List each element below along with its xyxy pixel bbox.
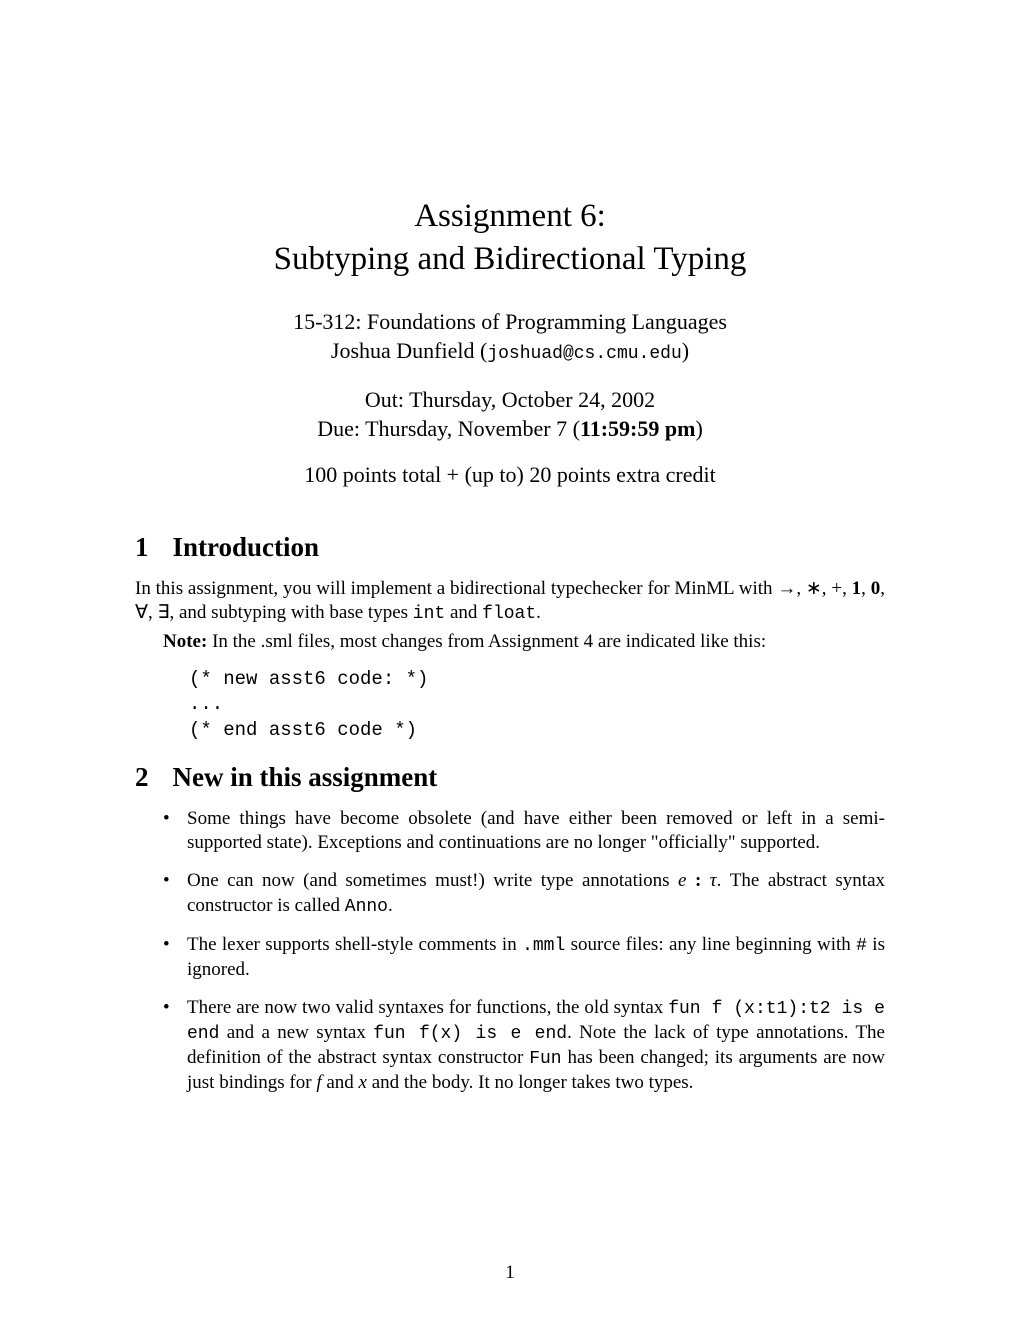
author-email: joshuad@cs.cmu.edu <box>487 344 681 364</box>
intro-paragraph-2: Note: In the .sml files, most changes fr… <box>135 630 885 654</box>
math-tau: τ <box>710 870 717 891</box>
intro-bold-1: 1 <box>852 578 862 599</box>
code-fun-new: fun f(x) is e end <box>373 1024 567 1044</box>
out-date: Out: Thursday, October 24, 2002 <box>365 387 655 412</box>
intro-text: . <box>536 602 541 623</box>
intro-bold-0: 0 <box>871 578 881 599</box>
list-item: There are now two valid syntaxes for fun… <box>135 996 885 1095</box>
bullet-2-text: . <box>388 895 393 916</box>
list-item: Some things have become obsolete (and ha… <box>135 807 885 856</box>
intro-paragraph-1: In this assignment, you will implement a… <box>135 577 885 626</box>
bullet-list: Some things have become obsolete (and ha… <box>135 807 885 1096</box>
note-label: Note: <box>163 631 207 652</box>
code-mml: .mml <box>522 936 565 956</box>
math-colon: : <box>686 870 709 891</box>
author-prefix: Joshua Dunfield ( <box>331 338 487 363</box>
code-hash: # <box>856 936 867 956</box>
section-1-title: Introduction <box>173 532 320 562</box>
note-text: In the .sml files, most changes from Ass… <box>207 631 766 652</box>
bullet-3-text: source files: any line beginning with <box>565 934 856 955</box>
bullet-4-text: There are now two valid syntaxes for fun… <box>187 997 668 1018</box>
code-line-3: (* end asst6 code *) <box>189 719 417 741</box>
math-x: x <box>359 1072 367 1093</box>
intro-text: and <box>445 602 482 623</box>
list-item: One can now (and sometimes must!) write … <box>135 869 885 918</box>
bullet-2-text: One can now (and sometimes must!) write … <box>187 870 678 891</box>
bullet-4-text: and the body. It no longer takes two typ… <box>367 1072 693 1093</box>
page: Assignment 6: Subtyping and Bidirectiona… <box>0 0 1020 1169</box>
list-item: The lexer supports shell-style comments … <box>135 933 885 982</box>
section-2-num: 2 <box>135 762 149 793</box>
code-line-1: (* new asst6 code: *) <box>189 668 428 690</box>
section-2-title: New in this assignment <box>173 762 438 792</box>
bullet-4-text: and a new syntax <box>219 1022 373 1043</box>
course-line: 15-312: Foundations of Programming Langu… <box>293 309 727 334</box>
author-suffix: ) <box>682 338 689 363</box>
code-block: (* new asst6 code: *) ... (* end asst6 c… <box>189 667 885 744</box>
section-2-heading: 2 New in this assignment <box>135 762 885 793</box>
code-int: int <box>413 604 445 624</box>
title-line-1: Assignment 6: <box>414 198 606 234</box>
intro-text: , <box>861 578 871 599</box>
bullet-3-text: The lexer supports shell-style comments … <box>187 934 522 955</box>
intro-text: In this assignment, you will implement a… <box>135 578 852 599</box>
section-1-heading: 1 Introduction <box>135 532 885 563</box>
title-block: Assignment 6: Subtyping and Bidirectiona… <box>135 195 885 488</box>
document-title: Assignment 6: Subtyping and Bidirectiona… <box>135 195 885 281</box>
section-1-num: 1 <box>135 532 149 563</box>
bullet-1-text: Some things have become obsolete (and ha… <box>187 808 885 853</box>
due-prefix: Due: Thursday, November 7 ( <box>317 416 580 441</box>
code-float: float <box>482 604 536 624</box>
dates-block: Out: Thursday, October 24, 2002 Due: Thu… <box>135 385 885 444</box>
code-fun: Fun <box>529 1049 561 1069</box>
points-line: 100 points total + (up to) 20 points ext… <box>135 462 885 488</box>
title-line-2: Subtyping and Bidirectional Typing <box>274 241 747 277</box>
page-number: 1 <box>0 1262 1020 1284</box>
code-anno: Anno <box>345 897 388 917</box>
code-line-2: ... <box>189 693 223 715</box>
bullet-4-text: and <box>322 1072 359 1093</box>
course-author: 15-312: Foundations of Programming Langu… <box>135 307 885 367</box>
due-suffix: ) <box>695 416 702 441</box>
due-time: 11:59:59 pm <box>580 416 696 441</box>
